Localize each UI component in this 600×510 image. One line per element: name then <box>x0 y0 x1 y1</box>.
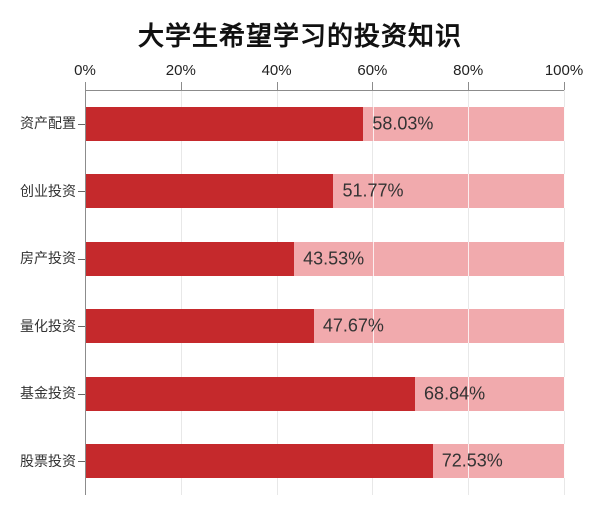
gridline-over-track <box>372 309 374 344</box>
bar <box>86 241 295 276</box>
bar-track: 51.77% <box>86 174 565 209</box>
gridline-over-track <box>372 106 374 141</box>
bar <box>86 376 416 411</box>
bar <box>86 174 334 209</box>
gridline-over-track <box>564 309 565 344</box>
x-axis-tick-mark <box>564 82 565 90</box>
gridline-over-track <box>468 174 470 209</box>
x-axis-tick-mark <box>372 82 374 90</box>
x-axis-tick-label: 100% <box>544 62 584 79</box>
gridline <box>372 90 374 495</box>
category-label: 创业投资 <box>20 182 76 199</box>
gridline-over-track <box>564 376 565 411</box>
category-label: 股票投资 <box>20 452 76 469</box>
category-tick-mark <box>78 258 85 260</box>
category-tick-mark <box>78 461 85 463</box>
category-label: 量化投资 <box>20 317 76 334</box>
x-axis-tick-label: 20% <box>165 62 196 79</box>
category-tick-mark <box>78 123 85 125</box>
bar-track: 58.03% <box>86 106 565 141</box>
bar-track: 47.67% <box>86 309 565 344</box>
x-axis-tick-label: 80% <box>453 62 484 79</box>
gridline <box>564 90 565 495</box>
gridline-over-track <box>468 376 470 411</box>
x-axis-tick-mark <box>180 82 182 90</box>
gridline-over-track <box>372 174 374 209</box>
gridline-over-track <box>468 309 470 344</box>
x-axis-line <box>85 90 564 91</box>
gridline <box>468 90 470 495</box>
value-label: 47.67% <box>322 315 384 336</box>
value-label: 51.77% <box>342 180 404 201</box>
category-label: 资产配置 <box>20 115 76 131</box>
x-axis-tick-label: 40% <box>261 62 292 79</box>
bar-track: 72.53% <box>86 444 565 479</box>
gridline-over-track <box>564 444 565 479</box>
gridline-over-track <box>564 241 565 276</box>
gridline-over-track <box>372 241 374 276</box>
bar-track: 68.84% <box>86 376 565 411</box>
gridline-over-track <box>468 106 470 141</box>
gridline <box>276 90 278 495</box>
x-axis-tick-mark <box>85 82 86 90</box>
value-label: 43.53% <box>303 248 365 269</box>
category-tick-mark <box>78 393 85 395</box>
gridline-over-track <box>564 174 565 209</box>
bar <box>86 106 364 141</box>
value-label: 68.84% <box>424 383 486 404</box>
x-axis-tick-label: 60% <box>357 62 388 79</box>
gridline-over-track <box>468 444 470 479</box>
gridline-over-track <box>564 106 565 141</box>
gridline-over-track <box>468 241 470 276</box>
gridline <box>180 90 182 495</box>
category-tick-mark <box>78 326 85 328</box>
y-axis-line <box>85 90 86 495</box>
x-axis-tick-mark <box>276 82 278 90</box>
value-label: 58.03% <box>372 113 434 134</box>
category-tick-mark <box>78 191 85 193</box>
bar <box>86 444 433 479</box>
x-axis-tick-label: 0% <box>74 62 96 79</box>
bar-track: 43.53% <box>86 241 565 276</box>
x-axis-tick-mark <box>468 82 470 90</box>
category-label: 房产投资 <box>20 250 76 266</box>
bar <box>86 309 314 344</box>
category-label: 基金投资 <box>20 385 76 401</box>
value-label: 72.53% <box>441 450 503 471</box>
chart-title: 大学生希望学习的投资知识 <box>137 21 462 51</box>
